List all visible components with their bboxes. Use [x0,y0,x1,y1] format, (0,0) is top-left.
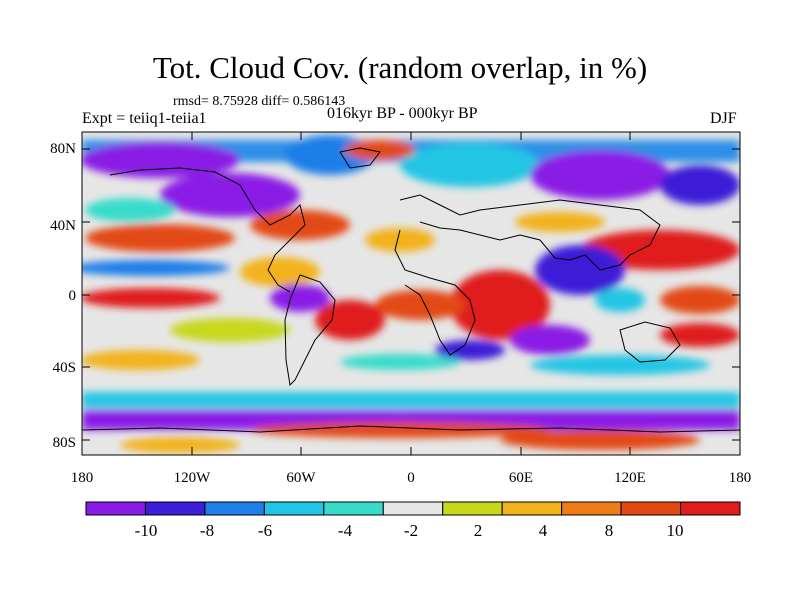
colorbar-label: -2 [404,521,418,540]
latitude-axis: 80N 40N 0 40S 80S [50,141,740,451]
colorbar-box [144,501,206,516]
colorbar-label: -8 [200,521,214,540]
lon-label-120w: 120W [174,470,212,486]
period-label: 016kyr BP - 000kyr BP [327,105,478,122]
statistics-label: rmsd= 8.75928 diff= 0.586143 [173,94,346,109]
lon-label-0: 0 [407,470,415,486]
colorbar-box [620,501,682,516]
colorbar-box [501,501,563,516]
colorbar-box [680,501,741,516]
colorbar: -10 -8 -6 -4 -2 2 4 8 10 [85,501,741,540]
lat-label-eq: 0 [69,288,77,304]
lon-label-180w: 180 [71,470,94,486]
colorbar-label: 8 [605,521,614,540]
colorbar-box [85,501,146,516]
anomaly-field [82,132,740,455]
longitude-axis: 180 120W 60W 0 60E 120E 180 [71,132,752,486]
colorbar-box [561,501,622,516]
colorbar-label: -4 [338,521,353,540]
lat-label-40n: 40N [50,218,76,234]
season-label: DJF [710,110,737,127]
colorbar-box [204,501,265,516]
page-title: Tot. Cloud Cov. (random overlap, in %) [152,50,648,85]
colorbar-box [442,501,503,516]
colorbar-label: -6 [258,521,272,540]
colorbar-box [323,501,384,516]
colorbar-label: -10 [135,521,158,540]
lon-label-60w: 60W [286,470,316,486]
lat-label-40s: 40S [53,360,76,376]
colorbar-label: 4 [539,521,548,540]
lon-label-60e: 60E [509,470,533,486]
lat-label-80s: 80S [53,435,76,451]
colorbar-box [382,501,444,516]
colorbar-label: 2 [474,521,483,540]
colorbar-label: 10 [667,521,684,540]
experiment-label: Expt = teiiq1-teiia1 [82,110,207,127]
lon-label-180e: 180 [729,470,752,486]
lon-label-120e: 120E [614,470,646,486]
lat-label-80n: 80N [50,141,76,157]
colorbar-box [263,501,325,516]
coastlines [82,147,740,433]
